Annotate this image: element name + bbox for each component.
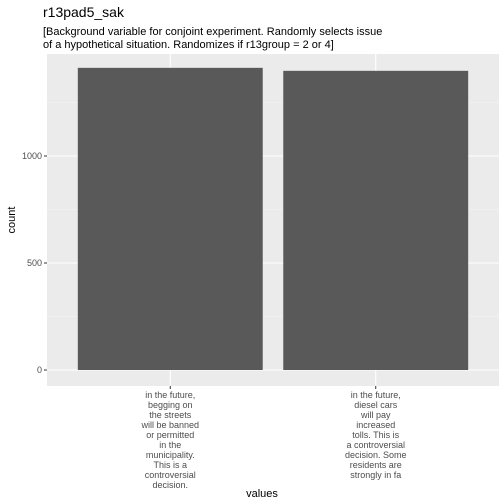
x-tick-label: in the future, diesel cars will pay increas…: [345, 390, 407, 480]
x-tick-label-line: the streets: [149, 410, 192, 420]
x-tick-label-line: begging on: [148, 400, 193, 410]
x-tick-label-line: municipality.: [146, 450, 195, 460]
x-tick-label-line: or permitted: [146, 430, 194, 440]
x-tick-label-line: diesel cars: [354, 400, 398, 410]
x-tick-label-line: decision. Some: [345, 450, 407, 460]
y-axis-title: count: [6, 207, 18, 234]
x-tick-label-line: a controversial: [346, 440, 405, 450]
x-tick-label-line: residents are: [350, 460, 402, 470]
x-axis-title: values: [246, 488, 278, 500]
bar: [77, 67, 263, 370]
y-tick-label: 500: [27, 258, 42, 268]
x-axis-ticks: in the future, begging on the streets will …: [140, 386, 407, 490]
x-tick-label-line: tolls. This is: [352, 430, 399, 440]
chart-subtitle-line-1: [Background variable for conjoint experi…: [43, 26, 382, 38]
x-tick-label-line: in the future,: [351, 390, 401, 400]
x-tick-label-line: strongly in fa: [350, 470, 401, 480]
x-tick-label-line: This is a: [154, 460, 188, 470]
x-tick-label-line: increased: [356, 420, 395, 430]
bars: [77, 67, 469, 370]
x-tick-label-line: will be banned: [140, 420, 199, 430]
x-tick-label-line: will pay: [360, 410, 391, 420]
x-tick-label-line: in the future,: [145, 390, 195, 400]
chart-subtitle-line-2: of a hypothetical situation. Randomizes …: [43, 39, 334, 51]
bar: [283, 70, 469, 370]
chart-title: r13pad5_sak: [43, 4, 125, 20]
x-tick-label: in the future, begging on the streets will …: [140, 390, 199, 490]
y-tick-label: 0: [37, 365, 42, 375]
x-tick-label-line: decision.: [153, 480, 189, 490]
x-tick-label-line: controversial: [145, 470, 196, 480]
y-axis-ticks: 0 500 1000: [22, 151, 47, 375]
y-tick-label: 1000: [22, 151, 42, 161]
x-tick-label-line: in the: [159, 440, 181, 450]
